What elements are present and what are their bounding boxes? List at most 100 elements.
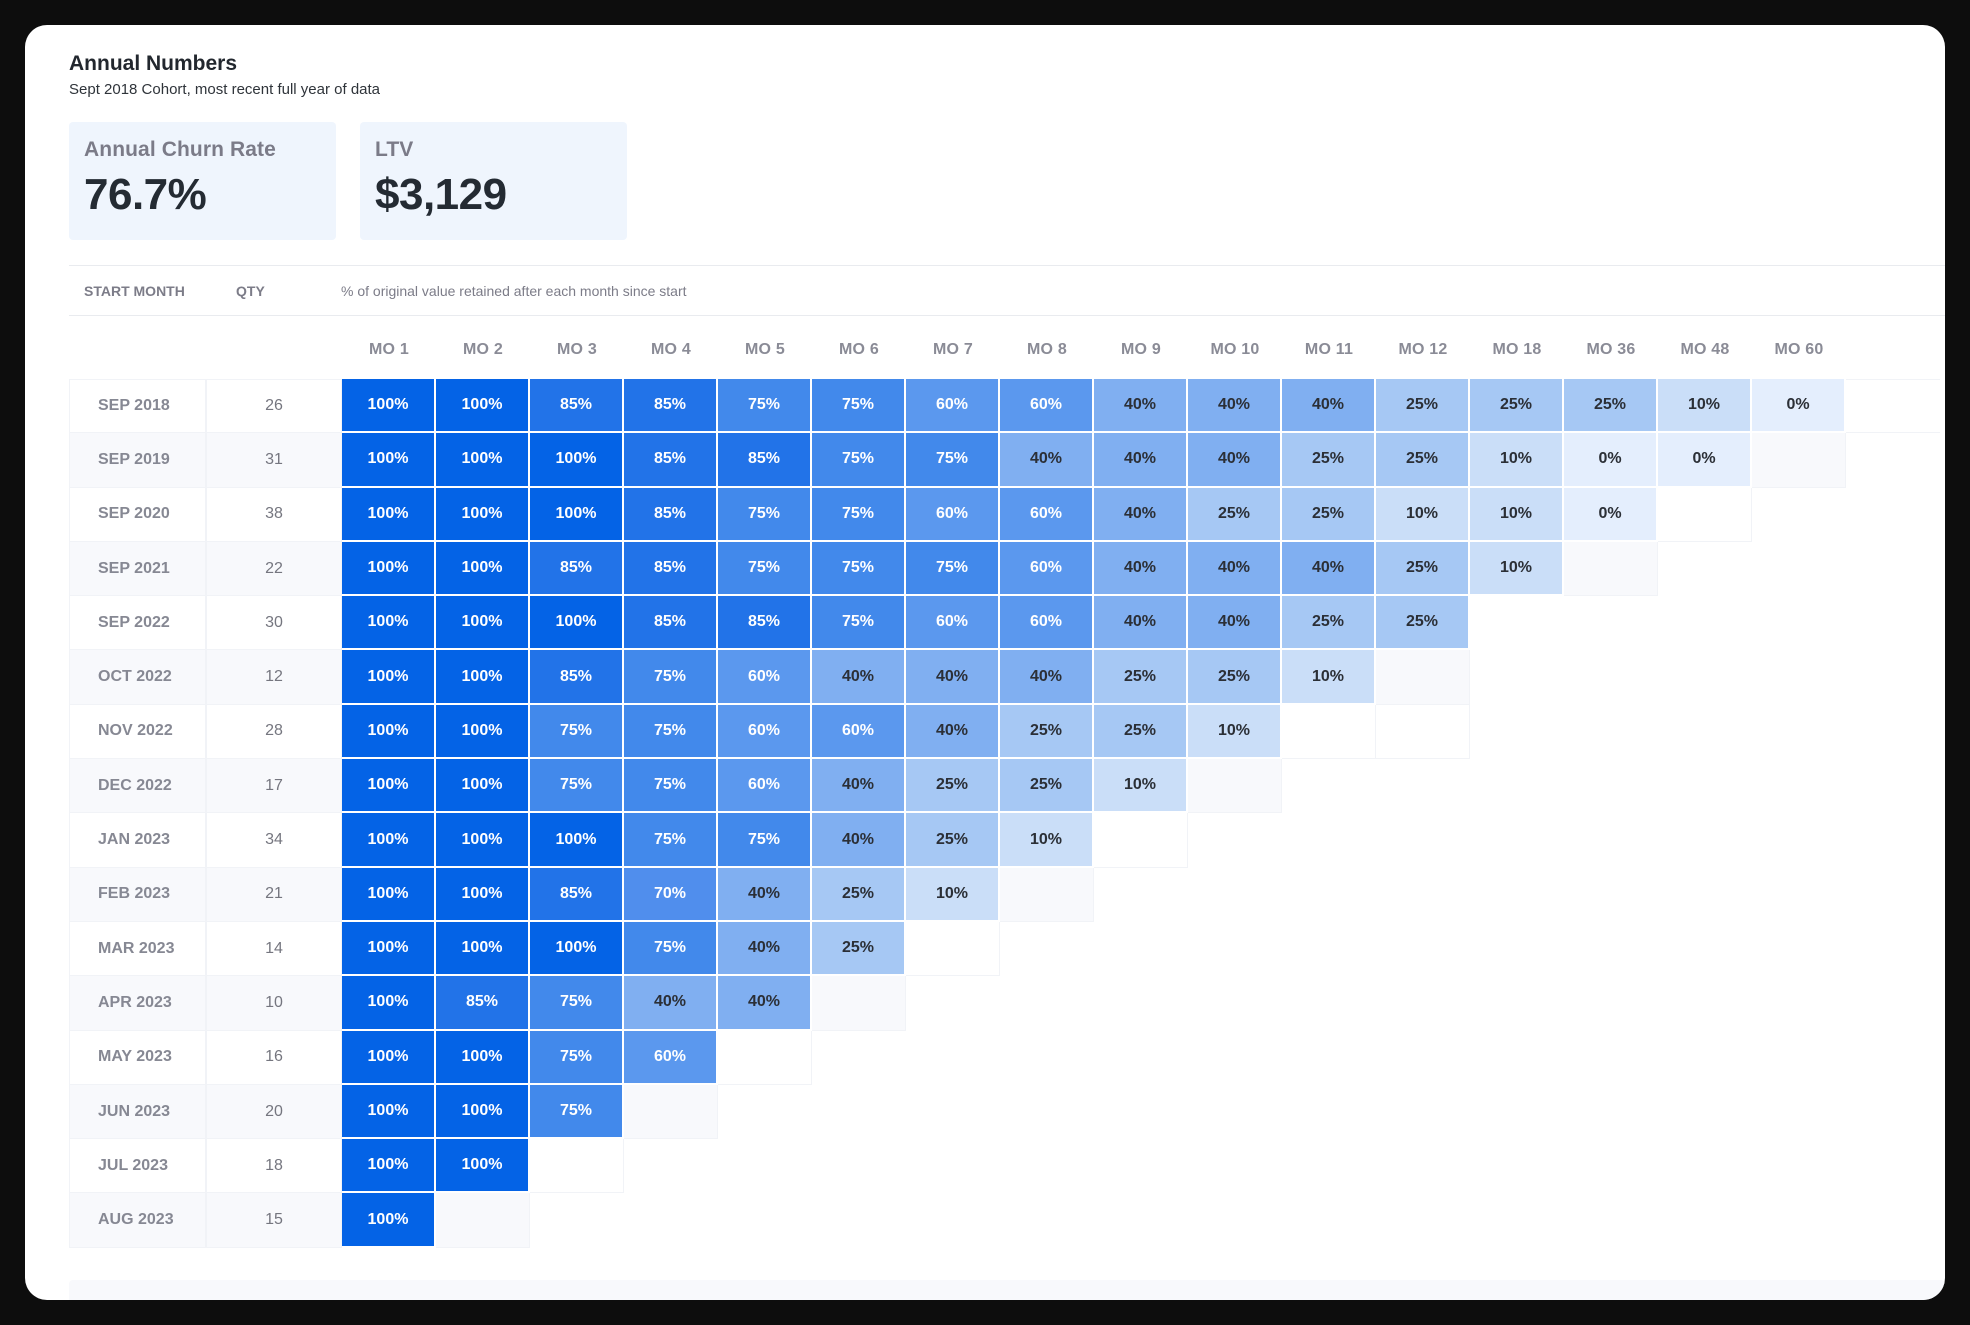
qty-cell: 10 xyxy=(206,976,342,1031)
retention-cell: 10% xyxy=(1188,704,1282,760)
empty-cell xyxy=(530,1139,624,1194)
retention-cell: 100% xyxy=(436,596,530,651)
start-month-cell: JUL 2023 xyxy=(69,1139,206,1194)
qty-cell: 30 xyxy=(206,596,342,651)
retention-cell: 75% xyxy=(812,487,906,542)
column-header: MO 60 xyxy=(1774,341,1824,358)
retention-cell: 40% xyxy=(812,813,906,868)
start-month-cell: AUG 2023 xyxy=(69,1193,206,1248)
retention-cell: 25% xyxy=(1564,379,1658,434)
retention-cell: 40% xyxy=(812,759,906,814)
retention-cell: 40% xyxy=(1282,379,1376,434)
table-row: JAN 2023 34 100% 100% 100% 75% 75% 40% 25% 10% xyxy=(69,813,1940,868)
retention-cell: 100% xyxy=(342,1030,436,1085)
column-header: MO 9 xyxy=(1121,341,1161,358)
qty-cell: 31 xyxy=(206,433,342,488)
retention-description: % of original value retained after each … xyxy=(341,283,687,299)
table-row: AUG 2023 15 100% xyxy=(69,1193,1940,1248)
retention-cell: 100% xyxy=(342,813,436,868)
annual-numbers-card: Annual Numbers Sept 2018 Cohort, most re… xyxy=(25,25,1945,1300)
retention-cell: 10% xyxy=(1000,813,1094,868)
page-title: Annual Numbers xyxy=(69,52,238,75)
retention-cell: 75% xyxy=(530,1030,624,1085)
empty-cell xyxy=(1752,433,1846,488)
retention-cell: 40% xyxy=(718,976,812,1031)
column-header: MO 5 xyxy=(745,341,785,358)
retention-cell: 100% xyxy=(436,379,530,434)
retention-cell: 100% xyxy=(530,596,624,651)
retention-cell: 75% xyxy=(718,813,812,868)
qty-cell: 14 xyxy=(206,921,342,977)
retention-cell: 100% xyxy=(436,541,530,597)
stat-value: 76.7% xyxy=(84,170,207,219)
start-month-cell: JAN 2023 xyxy=(69,813,206,868)
retention-cell: 60% xyxy=(718,759,812,814)
column-header: MO 2 xyxy=(463,341,503,358)
retention-cell: 25% xyxy=(1376,596,1470,651)
divider xyxy=(69,315,1945,316)
retention-cell: 40% xyxy=(1094,541,1188,597)
start-month-cell: SEP 2022 xyxy=(69,596,206,651)
retention-cell: 100% xyxy=(530,433,624,488)
retention-cell: 25% xyxy=(1094,650,1188,705)
retention-cell: 10% xyxy=(1470,433,1564,488)
qty-cell: 21 xyxy=(206,867,342,922)
empty-cell xyxy=(906,921,1000,977)
empty-cell xyxy=(812,976,906,1031)
qty-cell: 22 xyxy=(206,541,342,597)
column-headers: MO 1 MO 2 MO 3 MO 4 MO 5 MO 6 MO 7 MO 8 MO 9 MO 1… xyxy=(342,341,1846,359)
retention-cell: 70% xyxy=(624,867,718,922)
retention-cell: 100% xyxy=(436,813,530,868)
retention-cell: 85% xyxy=(718,433,812,488)
retention-cell: 100% xyxy=(342,596,436,651)
stat-card-churn-rate: Annual Churn Rate 76.7% xyxy=(69,122,336,240)
start-month-cell: SEP 2019 xyxy=(69,433,206,488)
retention-cell: 75% xyxy=(812,433,906,488)
retention-cell: 75% xyxy=(530,704,624,760)
retention-cell: 75% xyxy=(530,759,624,814)
empty-cell xyxy=(1376,704,1470,760)
retention-cell: 10% xyxy=(1658,379,1752,434)
retention-cell: 100% xyxy=(436,650,530,705)
start-month-cell: MAR 2023 xyxy=(69,921,206,977)
retention-cell: 40% xyxy=(906,650,1000,705)
retention-cell: 100% xyxy=(342,759,436,814)
retention-cell: 25% xyxy=(1282,433,1376,488)
retention-cell: 85% xyxy=(436,976,530,1031)
retention-cell: 100% xyxy=(342,433,436,488)
retention-cell: 25% xyxy=(1470,379,1564,434)
retention-cell: 85% xyxy=(530,379,624,434)
qty-cell: 26 xyxy=(206,379,342,434)
retention-cell: 60% xyxy=(718,704,812,760)
retention-cell: 60% xyxy=(906,487,1000,542)
column-header: MO 36 xyxy=(1586,341,1636,358)
retention-cell: 40% xyxy=(718,921,812,977)
column-header: MO 11 xyxy=(1304,341,1354,358)
empty-cell xyxy=(436,1193,530,1248)
retention-cell: 40% xyxy=(1188,541,1282,597)
table-row: FEB 2023 21 100% 100% 85% 70% 40% 25% 10% xyxy=(69,867,1940,922)
stat-label: LTV xyxy=(375,138,414,161)
empty-cell xyxy=(1188,759,1282,814)
empty-cell xyxy=(1658,487,1752,542)
start-month-cell: JUN 2023 xyxy=(69,1084,206,1140)
retention-cell: 75% xyxy=(906,541,1000,597)
retention-cell: 85% xyxy=(624,379,718,434)
empty-cell xyxy=(1564,541,1658,597)
retention-cell: 100% xyxy=(436,1030,530,1085)
column-header: MO 1 xyxy=(369,341,409,358)
table-row: JUL 2023 18 100% 100% xyxy=(69,1139,1940,1194)
footer-panel xyxy=(69,1280,1945,1300)
start-month-cell: FEB 2023 xyxy=(69,867,206,922)
column-header: MO 48 xyxy=(1680,341,1730,358)
retention-cell: 40% xyxy=(1094,433,1188,488)
retention-cell: 10% xyxy=(1470,541,1564,597)
retention-cell: 25% xyxy=(1188,487,1282,542)
retention-cell: 100% xyxy=(436,759,530,814)
column-header: MO 12 xyxy=(1398,341,1448,358)
retention-cell: 40% xyxy=(1094,596,1188,651)
retention-cell: 60% xyxy=(718,650,812,705)
column-header: MO 3 xyxy=(557,341,597,358)
retention-cell: 100% xyxy=(342,704,436,760)
table-row: DEC 2022 17 100% 100% 75% 75% 60% 40% 25% 25% 10% xyxy=(69,759,1940,814)
